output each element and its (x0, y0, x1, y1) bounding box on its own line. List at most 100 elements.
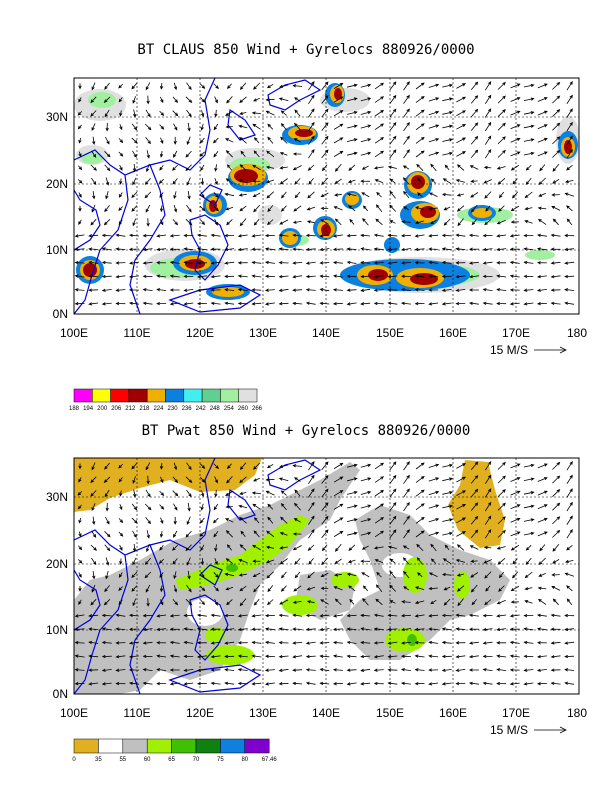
wind-vector-arrow (538, 193, 546, 197)
wind-vector-arrow (131, 517, 138, 524)
wind-vector-arrow (496, 599, 506, 605)
wind-vector-arrow (510, 600, 519, 604)
wind-vector-arrow (131, 137, 138, 144)
colorbar-label: 75 (217, 757, 224, 763)
colorbar-swatch (183, 388, 203, 403)
wind-vector-arrow (88, 614, 99, 618)
wind-vector-arrow (105, 502, 109, 512)
wind-vector-arrow (552, 95, 561, 104)
wind-vector-arrow (401, 600, 411, 604)
wind-vector-arrow (305, 261, 316, 265)
wind-vector-arrow (524, 586, 533, 591)
wind-vector-arrow (348, 164, 356, 171)
wind-vector-arrow (159, 124, 165, 130)
wind-vector-arrow (552, 543, 560, 552)
wind-vector-arrow (172, 96, 178, 104)
wind-vector-arrow (552, 529, 561, 538)
wind-vector-arrow (441, 668, 452, 672)
wind-vector-arrow (265, 478, 275, 482)
wind-vector-arrow (373, 655, 384, 659)
wind-vector-arrow (456, 193, 464, 197)
colorbar-label: 242 (196, 406, 207, 412)
wind-vector-arrow (333, 82, 344, 89)
wind-vector-arrow (278, 668, 289, 672)
wind-vector-arrow (334, 543, 342, 552)
colorbar-label: 248 (210, 406, 221, 412)
wind-vector-arrow (173, 150, 178, 158)
wind-vector-arrow (512, 558, 518, 565)
lat-label: 30N (46, 110, 68, 124)
wind-vector-arrow (373, 301, 384, 306)
wind-vector-arrow (428, 138, 440, 143)
wind-vector-arrow (362, 205, 369, 212)
wind-vector-arrow (266, 463, 274, 469)
wind-vector-arrow (294, 191, 301, 199)
wind-vector-arrow (485, 205, 491, 212)
wind-vector-arrow (442, 518, 453, 522)
wind-vector-arrow (333, 150, 344, 157)
wind-vector-arrow (551, 193, 560, 197)
wind-vector-arrow (119, 178, 123, 185)
wind-vector-arrow (266, 571, 274, 579)
wind-vector-arrow (443, 598, 451, 606)
wind-vector-arrow (510, 544, 520, 551)
wind-vector-arrow (115, 233, 126, 237)
wind-vector-arrow (101, 640, 112, 645)
wind-vector-arrow (200, 191, 205, 199)
wind-vector-arrow (91, 530, 97, 538)
wind-vector-arrow (483, 179, 492, 184)
wind-vector-arrow (237, 627, 248, 632)
wind-vector-arrow (375, 204, 383, 213)
bottom-panel-title: BT Pwat 850 Wind + Gyrelocs 880926/0000 (141, 423, 471, 439)
wind-vector-arrow (537, 490, 548, 496)
wind-vector-arrow (552, 218, 559, 226)
wind-vector-arrow (414, 234, 425, 238)
wind-vector-arrow (172, 476, 178, 484)
wind-vector-arrow (183, 668, 194, 672)
wind-vector-arrow (199, 83, 206, 89)
wind-vector-arrow (91, 584, 96, 593)
lon-label: 140E (312, 706, 340, 720)
wind-vector-arrow (214, 476, 218, 484)
wind-vector-arrow (442, 477, 453, 482)
top-gridlines (74, 78, 579, 314)
wind-vector-arrow (496, 641, 507, 645)
wind-vector-arrow (389, 570, 396, 579)
wind-vector-arrow (415, 96, 425, 103)
wind-vector-arrow (319, 654, 330, 658)
wind-vector-arrow (536, 247, 547, 251)
pwat-shading-layer (74, 458, 510, 694)
wind-vector-arrow (251, 668, 262, 672)
wind-vector-arrow (552, 122, 561, 131)
wind-vector-arrow (278, 477, 289, 482)
wind-vector-arrow (292, 275, 303, 279)
wind-vector-arrow (566, 135, 573, 145)
wind-vector-arrow (254, 137, 260, 144)
wind-vector-arrow (101, 668, 112, 672)
wind-vector-arrow (428, 288, 439, 292)
wind-vector-arrow (319, 247, 330, 252)
wind-vector-arrow (564, 233, 575, 238)
colorbar-swatch (146, 738, 172, 754)
wind-vector-arrow (118, 192, 123, 198)
wind-vector-arrow (146, 543, 150, 553)
wind-vector-arrow (280, 110, 287, 116)
wind-vector-arrow (373, 627, 384, 631)
wind-vector-arrow (389, 204, 396, 212)
wind-vector-arrow (482, 247, 493, 252)
wind-vector-arrow (332, 641, 343, 645)
lon-label: 150E (376, 706, 404, 720)
wind-vector-arrow (225, 178, 234, 184)
wind-vector-arrow (280, 205, 287, 212)
wind-vector-arrow (237, 668, 248, 672)
wind-vector-arrow (442, 491, 453, 495)
wind-vector-arrow (253, 598, 260, 606)
wind-vector-arrow (200, 219, 205, 226)
wind-vector-arrow (497, 95, 506, 104)
wind-vector-arrow (266, 83, 274, 89)
wind-vector-arrow (456, 110, 467, 116)
wind-vector-arrow (346, 302, 357, 306)
wind-vector-arrow (538, 573, 546, 577)
wind-vector-arrow (347, 491, 358, 495)
colorbar-label: 260 (238, 406, 249, 412)
